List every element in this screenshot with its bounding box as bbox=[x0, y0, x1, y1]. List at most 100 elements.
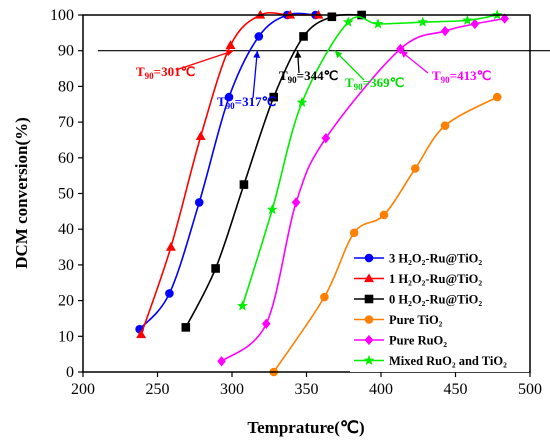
y-tick-label: 100 bbox=[50, 7, 74, 24]
legend-marker bbox=[363, 354, 375, 366]
y-tick-label: 50 bbox=[58, 186, 74, 203]
legend-marker bbox=[364, 273, 374, 283]
x-tick-label: 300 bbox=[220, 381, 244, 398]
data-point bbox=[211, 264, 220, 273]
data-point bbox=[349, 228, 359, 238]
series-layer bbox=[135, 9, 509, 377]
data-point bbox=[217, 356, 226, 367]
data-point bbox=[255, 9, 266, 19]
data-point bbox=[342, 16, 354, 27]
annotation-label: T90=344℃ bbox=[279, 68, 338, 85]
data-point bbox=[224, 92, 234, 102]
data-point bbox=[194, 198, 204, 207]
annotation-t90: T90=344℃ bbox=[279, 50, 338, 85]
x-axis-title: Temprature(℃) bbox=[247, 418, 364, 437]
y-tick-label: 80 bbox=[58, 78, 74, 95]
legend: 3 H₂O₂-Ru@TiO₂ 1 H₂O₂-Ru@TiO₂ 0 H₂O₂-Ru@Ti… bbox=[350, 245, 529, 372]
y-tick-label: 40 bbox=[58, 221, 74, 238]
series-line bbox=[140, 11, 319, 335]
legend-marker bbox=[364, 253, 374, 263]
y-tick-label: 0 bbox=[66, 364, 74, 381]
annotation-label: T90=369℃ bbox=[345, 75, 404, 92]
legend-entry: 0 H₂O₂-Ru@TiO₂ bbox=[354, 293, 482, 307]
series-1 bbox=[135, 10, 320, 334]
annotation-arrowhead bbox=[253, 50, 261, 58]
legend-marker bbox=[364, 334, 374, 346]
data-point bbox=[269, 92, 279, 102]
data-point bbox=[372, 18, 384, 29]
data-point bbox=[136, 329, 147, 339]
data-point bbox=[462, 14, 473, 25]
legend-label: Mixed RuO₂ and TiO₂ bbox=[389, 354, 507, 368]
data-point bbox=[165, 289, 174, 298]
data-point bbox=[321, 133, 331, 144]
series-5 bbox=[217, 13, 509, 367]
data-point bbox=[313, 9, 324, 19]
data-point bbox=[417, 16, 429, 27]
y-tick-label: 30 bbox=[58, 257, 74, 274]
annotation-label: T90=317℃ bbox=[217, 94, 276, 111]
data-point bbox=[254, 32, 264, 41]
y-tick-label: 20 bbox=[58, 293, 74, 310]
x-tick-label: 500 bbox=[518, 381, 542, 398]
legend-entry: 1 H₂O₂-Ru@TiO₂ bbox=[354, 272, 482, 286]
data-point bbox=[492, 92, 502, 102]
legend-label: 3 H₂O₂-Ru@TiO₂ bbox=[389, 252, 482, 266]
data-point bbox=[239, 180, 249, 189]
data-point bbox=[237, 300, 248, 311]
data-point bbox=[470, 18, 480, 30]
data-point bbox=[296, 96, 308, 107]
legend-marker bbox=[364, 315, 374, 324]
series-line bbox=[185, 13, 362, 328]
x-tick-label: 200 bbox=[71, 381, 95, 398]
data-point bbox=[181, 323, 191, 332]
annotation-arrowhead bbox=[334, 50, 343, 59]
data-point bbox=[195, 131, 206, 141]
data-point bbox=[320, 292, 329, 302]
annotation-arrow bbox=[175, 50, 234, 71]
y-tick-label: 10 bbox=[58, 328, 74, 345]
x-tick-label: 400 bbox=[369, 381, 393, 398]
data-point bbox=[266, 203, 278, 215]
axes: 200 250 300 350 400 450 500 0 10 20 30 40 50 60 70 80 90… bbox=[50, 7, 542, 398]
legend-box bbox=[350, 245, 529, 372]
y-tick-label: 70 bbox=[58, 114, 74, 131]
legend-marker bbox=[364, 294, 374, 304]
annotation-t90: T90=317℃ bbox=[217, 50, 276, 111]
data-point bbox=[165, 241, 176, 251]
annotation-label: T90=301℃ bbox=[136, 64, 195, 81]
legend-entry: 3 H₂O₂-Ru@TiO₂ bbox=[354, 252, 482, 266]
data-point bbox=[440, 121, 450, 130]
annotation-label: T90=413℃ bbox=[432, 68, 491, 85]
legend-entry: Mixed RuO₂ and TiO₂ bbox=[354, 354, 507, 368]
data-point bbox=[410, 164, 420, 173]
annotation-arrowhead bbox=[294, 50, 302, 58]
series-line bbox=[221, 17, 505, 362]
data-point bbox=[327, 12, 337, 22]
data-point bbox=[261, 318, 271, 329]
annotation-arrowhead bbox=[225, 49, 234, 57]
x-tick-label: 250 bbox=[146, 381, 170, 398]
legend-label: Pure RuO₂ bbox=[389, 334, 447, 348]
data-point bbox=[379, 210, 389, 220]
y-tick-label: 60 bbox=[58, 150, 74, 167]
annotation-t90: T90=413℃ bbox=[399, 50, 491, 85]
y-axis-title: DCM conversion(%) bbox=[12, 117, 31, 269]
legend-label: Pure TiO₂ bbox=[389, 313, 443, 327]
legend-entry: Pure TiO₂ bbox=[354, 313, 443, 327]
data-point bbox=[291, 197, 301, 208]
x-tick-label: 450 bbox=[444, 381, 468, 398]
data-point bbox=[396, 43, 405, 55]
series-2 bbox=[136, 9, 324, 339]
x-tick-label: 350 bbox=[295, 381, 319, 398]
data-point bbox=[500, 13, 509, 24]
annotation-arrow bbox=[252, 50, 258, 99]
y-tick-label: 90 bbox=[58, 43, 74, 60]
data-point bbox=[285, 9, 296, 19]
data-point bbox=[299, 32, 308, 41]
legend-entry: Pure RuO₂ bbox=[354, 334, 447, 348]
legend-label: 1 H₂O₂-Ru@TiO₂ bbox=[389, 272, 482, 286]
data-point bbox=[440, 25, 450, 37]
